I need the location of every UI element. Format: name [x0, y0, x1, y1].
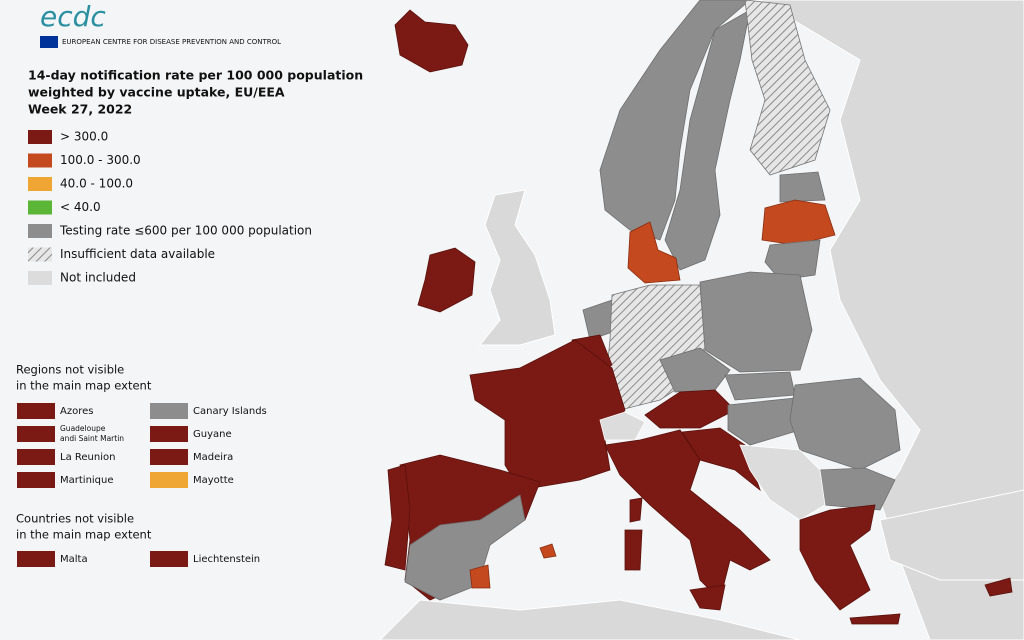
switzerland [599, 411, 646, 441]
region-swatch [17, 472, 55, 488]
region-swatch [17, 426, 55, 442]
balearic [539, 543, 557, 559]
slovakia [724, 371, 796, 401]
italy [604, 429, 771, 601]
region-label: Mayotte [193, 475, 234, 486]
title-line: Week 27, 2022 [28, 102, 132, 117]
title-line: weighted by vaccine uptake, EU/EEA [28, 85, 285, 100]
region-swatch [150, 449, 188, 465]
legend-swatch [28, 130, 52, 144]
cyprus [984, 577, 1013, 597]
denmark [627, 221, 681, 284]
legend-swatch [28, 177, 52, 191]
legend-label: < 40.0 [60, 200, 101, 214]
title-line: 14-day notification rate per 100 000 pop… [28, 68, 363, 83]
eastern-land [759, 0, 1024, 640]
africa [379, 599, 801, 640]
france [469, 339, 626, 491]
regions-heading: in the main map extent [16, 379, 152, 393]
legend-swatch [28, 153, 52, 168]
spain-south [404, 494, 526, 601]
legend-swatch [28, 224, 52, 238]
legend-label: > 300.0 [60, 130, 108, 144]
romania [789, 377, 901, 471]
poland [699, 271, 813, 373]
region-swatch [17, 449, 55, 465]
country-swatch [17, 551, 55, 567]
country-label: Liechtenstein [193, 554, 260, 565]
portugal [384, 464, 411, 571]
greece [799, 504, 876, 611]
turkey [879, 489, 1024, 581]
legend-swatch [28, 271, 52, 285]
czechia [659, 347, 731, 393]
hungary [727, 397, 801, 446]
region-label: La Reunion [60, 452, 115, 463]
countries-heading: Countries not visible [16, 512, 134, 526]
region-swatch [17, 403, 55, 419]
sicily [689, 584, 726, 611]
region-label: Canary Islands [193, 406, 267, 417]
region-swatch [150, 426, 188, 442]
country-label: Malta [60, 554, 88, 565]
region-label: Martinique [60, 475, 114, 486]
crete [849, 613, 901, 625]
regions-heading: Regions not visible [16, 363, 124, 377]
legend-swatch [28, 247, 52, 262]
ireland [417, 247, 476, 313]
region-label: Guadeloupe [60, 424, 106, 433]
legend-label: Not included [60, 271, 136, 285]
region-label: andi Saint Martin [60, 434, 124, 443]
estonia [779, 171, 826, 203]
latvia [761, 199, 836, 246]
legend-label: 100.0 - 300.0 [60, 153, 141, 167]
uk [478, 189, 556, 346]
logo: ecdc [40, 0, 106, 33]
legend-label: Testing rate ≤600 per 100 000 population [59, 224, 312, 238]
andalusia-part [469, 564, 491, 589]
sweden [664, 9, 751, 271]
corsica [629, 497, 643, 523]
finland [744, 0, 831, 176]
logo-subtitle: EUROPEAN CENTRE FOR DISEASE PREVENTION A… [62, 38, 281, 46]
balkans [739, 444, 826, 521]
region-swatch [150, 403, 188, 419]
legend-swatch [28, 200, 52, 215]
countries-heading: in the main map extent [16, 528, 152, 542]
region-label: Madeira [193, 452, 233, 463]
legend-label: 40.0 - 100.0 [60, 177, 133, 191]
map [379, 0, 1024, 640]
sardinia [624, 529, 643, 571]
iceland [394, 9, 469, 73]
region-label: Guyane [193, 429, 232, 440]
region-label: Azores [60, 406, 93, 417]
eu-flag [40, 36, 58, 48]
country-swatch [150, 551, 188, 567]
legend-label: Insufficient data available [60, 247, 215, 261]
legend: ecdc EUROPEAN CENTRE FOR DISEASE PREVENT… [16, 0, 363, 567]
region-swatch [150, 472, 188, 488]
